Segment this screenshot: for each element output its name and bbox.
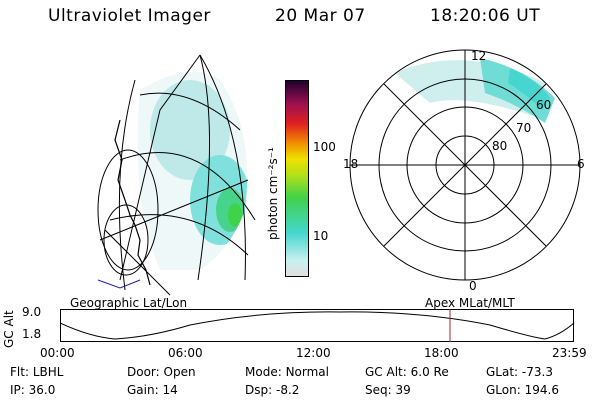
gain-label: Gain: 14 [127,383,178,397]
time-tick-1800: 18:00 [424,346,459,360]
ip-label: IP: 36.0 [10,383,56,397]
mlt-label-12: 12 [471,49,486,63]
time-tick-2359: 23:59 [552,346,587,360]
polar-plot: 12 18 6 0 60 70 80 [343,49,585,293]
filter-label: Flt: LBHL [10,365,64,379]
mode-label: Mode: Normal [245,365,329,379]
colorbar [285,80,309,277]
colorbar-unit-label: photon cm⁻²s⁻¹ [266,147,280,240]
observation-date: 20 Mar 07 [275,6,366,26]
mlat-label-70: 70 [516,121,531,135]
colorbar-tick-100: 100 [313,140,336,154]
seq-label: Seq: 39 [365,383,411,397]
geographic-image [97,54,256,296]
geographic-label: Geographic Lat/Lon [70,296,188,310]
alt-ymin: 1.8 [22,327,42,341]
mlt-label-6: 6 [577,157,585,171]
mlat-label-80: 80 [492,139,507,153]
instrument-title: Ultraviolet Imager [48,6,211,26]
time-tick-1200: 12:00 [296,346,331,360]
alt-ymax: 9.0 [22,305,42,319]
glon-label: GLon: 194.6 [486,383,559,397]
apex-label: Apex MLat/MLT [425,296,515,310]
observation-time: 18:20:06 UT [430,6,541,26]
door-label: Door: Open [127,365,196,379]
time-tick-0600: 06:00 [168,346,203,360]
colorbar-tick-10: 10 [313,229,329,243]
mlt-label-18: 18 [343,157,358,171]
altitude-curve [60,311,575,340]
alt-ylabel: GC Alt [2,310,16,348]
time-tick-0000: 00:00 [40,346,75,360]
altitude-plot-frame [60,309,574,342]
gc-alt-label: GC Alt: 6.0 Re [365,365,449,379]
dsp-label: Dsp: -8.2 [245,383,300,397]
altitude-plot [60,309,575,342]
mlat-label-60: 60 [536,98,551,112]
mlt-label-0: 0 [469,279,477,293]
glat-label: GLat: -73.3 [486,365,553,379]
